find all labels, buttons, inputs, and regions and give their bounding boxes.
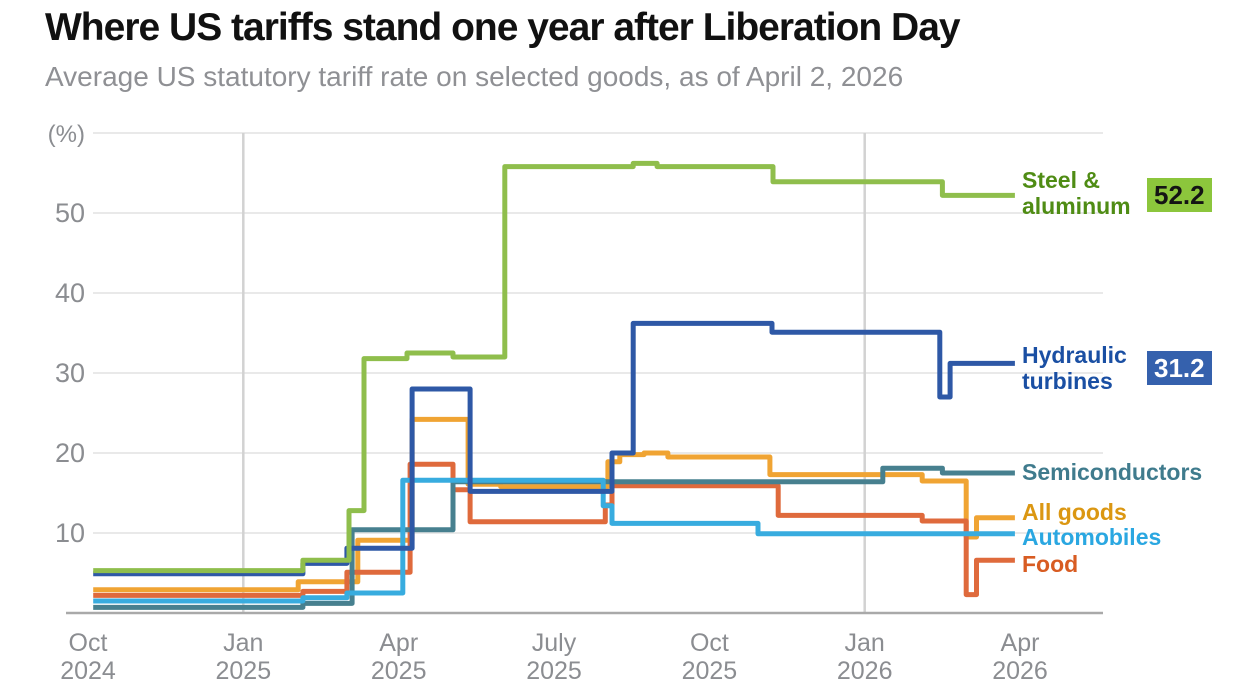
y-tick-label: 40 [55,278,85,308]
x-tick-year: 2026 [992,657,1048,685]
legend-steel-aluminum: Steel & aluminum [1022,167,1131,219]
x-tick-year: 2025 [371,657,427,685]
line-automobiles [93,477,1015,604]
chart-title: Where US tariffs stand one year after Li… [45,6,961,49]
x-tick-month: Oct [69,629,108,657]
legend-automobiles: Automobiles [1022,524,1162,550]
y-tick-label: 10 [55,518,85,548]
line-semiconductors [93,465,1015,610]
x-tick-year: 2026 [837,657,893,685]
x-tick-month: Apr [1001,629,1040,657]
legend-hydraulic-turbines: Hydraulic turbines [1022,342,1127,394]
y-tick-label: 20 [55,438,85,468]
x-tick-month: Oct [690,629,729,657]
steel-aluminum-value-badge: 52.2 [1147,178,1212,212]
legend-semiconductors: Semiconductors [1022,459,1203,485]
x-tick-month: July [532,629,577,657]
y-tick-label: 50 [55,198,85,228]
y-axis-unit-label: (%) [48,121,85,148]
y-tick-label: 30 [55,358,85,388]
x-tick-year: 2025 [526,657,582,685]
x-tick-month: Jan [845,629,885,657]
legend-all-goods: All goods [1022,499,1127,525]
x-tick-year: 2024 [60,657,116,685]
x-tick-month: Jan [223,629,263,657]
chart-subtitle: Average US statutory tariff rate on sele… [45,61,904,92]
line-all-goods [93,416,1015,593]
hydraulic-turbines-value-badge: 31.2 [1147,351,1212,385]
x-tick-year: 2025 [682,657,738,685]
x-tick-month: Apr [379,629,418,657]
legend-food: Food [1022,551,1079,577]
line-steel-aluminum [93,160,1015,574]
x-tick-year: 2025 [215,657,271,685]
